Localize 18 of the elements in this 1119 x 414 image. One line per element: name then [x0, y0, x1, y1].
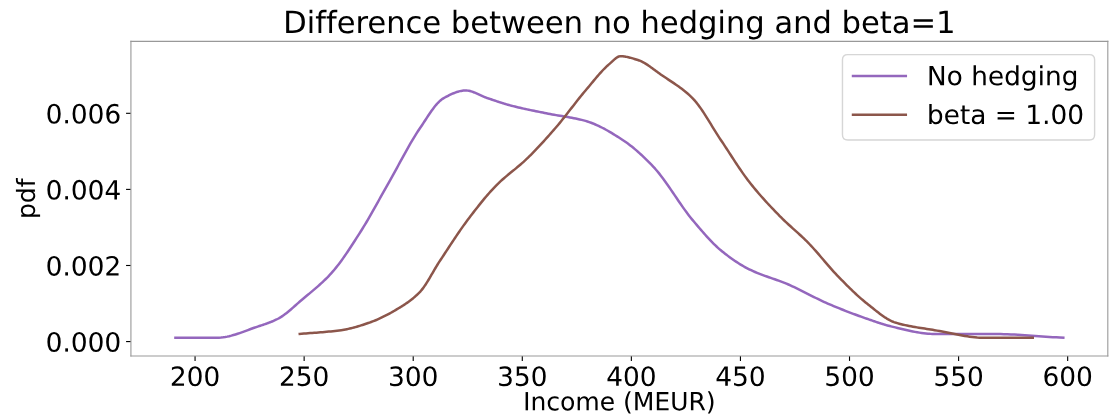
y-tick-label: 0.000 — [47, 332, 120, 352]
x-tick-label: 550 — [935, 366, 983, 387]
y-tick-label: 0.002 — [47, 255, 119, 276]
x-tick-label: 600 — [1044, 366, 1092, 387]
x-tick-label: 250 — [280, 366, 328, 387]
x-tick-label: 300 — [390, 366, 437, 387]
x-tick-label: 500 — [826, 366, 873, 387]
x-tick-label: 200 — [171, 366, 219, 387]
y-axis-title: pdf — [15, 177, 41, 217]
legend-label: beta = 1.00 — [929, 103, 1083, 125]
x-tick-label: 450 — [716, 366, 764, 387]
x-tick-label: 350 — [499, 366, 546, 387]
chart-title: Difference between no hedging and beta=1 — [286, 9, 953, 40]
y-tick-label: 0.004 — [47, 179, 120, 200]
legend-label: No hedging — [929, 65, 1077, 91]
x-tick-label: 400 — [607, 366, 655, 387]
y-tick-label: 0.006 — [47, 103, 120, 124]
x-axis-title: Income (MEUR) — [525, 391, 714, 414]
